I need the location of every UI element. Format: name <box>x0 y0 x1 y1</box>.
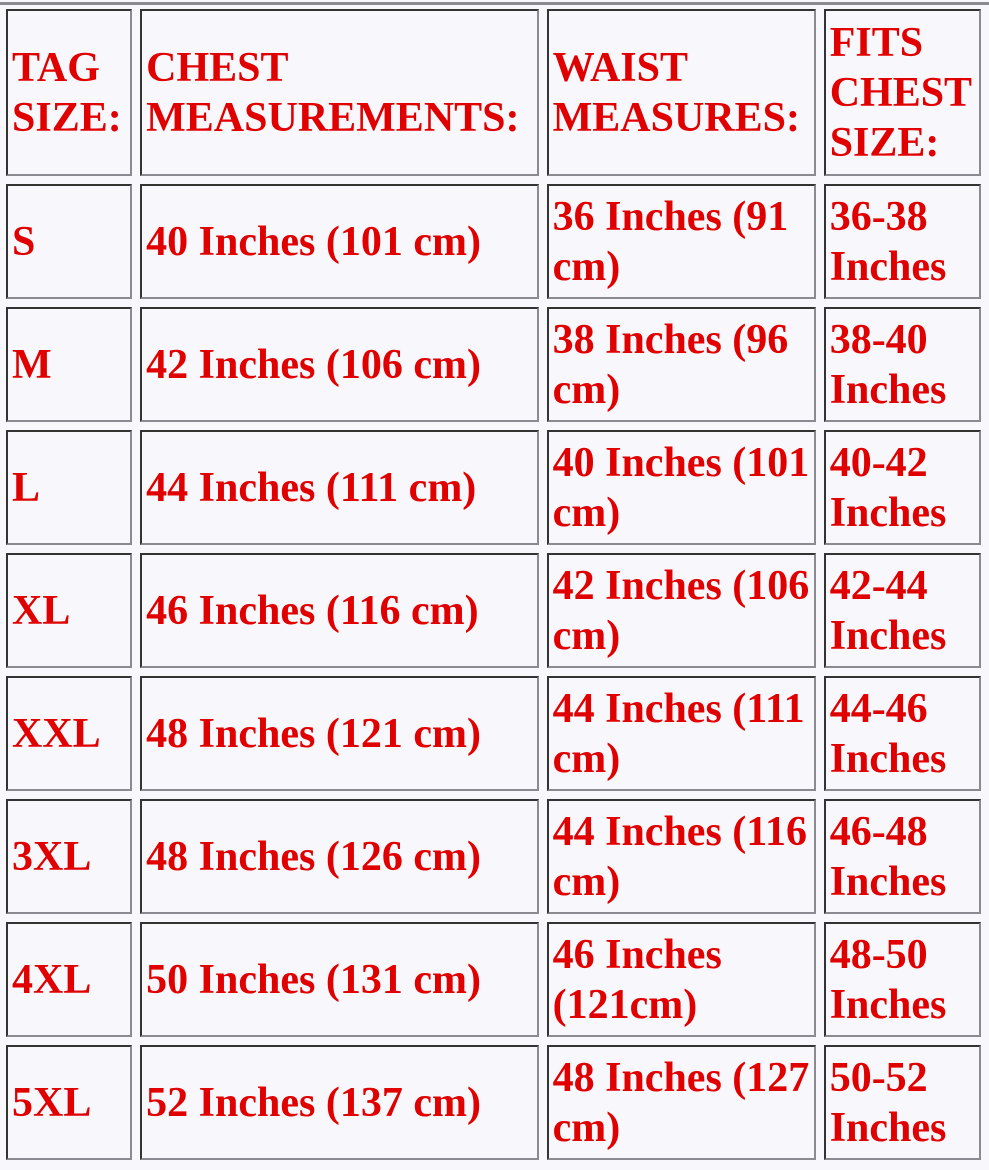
header-fits-chest: FITS CHEST SIZE: <box>823 9 981 176</box>
cell-tag-size: 3XL <box>6 799 133 914</box>
table-row: M 42 Inches (106 cm) 38 Inches (96 cm) 38-4… <box>6 307 981 422</box>
cell-fits-chest: 42-44 Inches <box>823 553 981 668</box>
cell-chest: 44 Inches (111 cm) <box>140 430 539 545</box>
cell-tag-size: M <box>6 307 133 422</box>
cell-fits-chest: 44-46 Inches <box>823 676 981 791</box>
table-row: XL 46 Inches (116 cm) 42 Inches (106 cm) 42… <box>6 553 981 668</box>
table-row: XXL 48 Inches (121 cm) 44 Inches (111 cm) 4… <box>6 676 981 791</box>
cell-chest: 42 Inches (106 cm) <box>140 307 539 422</box>
cell-chest: 52 Inches (137 cm) <box>140 1045 539 1160</box>
cell-tag-size: 5XL <box>6 1045 133 1160</box>
table-row: 4XL 50 Inches (131 cm) 46 Inches (121cm) 48… <box>6 922 981 1037</box>
cell-waist: 36 Inches (91 cm) <box>546 184 816 299</box>
header-waist: WAIST MEASURES: <box>546 9 816 176</box>
cell-waist: 42 Inches (106 cm) <box>546 553 816 668</box>
cell-tag-size: XXL <box>6 676 133 791</box>
cell-tag-size: L <box>6 430 133 545</box>
cell-chest: 46 Inches (116 cm) <box>140 553 539 668</box>
cell-chest: 48 Inches (121 cm) <box>140 676 539 791</box>
cell-fits-chest: 46-48 Inches <box>823 799 981 914</box>
header-chest: CHEST MEASUREMENTS: <box>140 9 539 176</box>
cell-tag-size: XL <box>6 553 133 668</box>
cell-tag-size: 4XL <box>6 922 133 1037</box>
table-row: 5XL 52 Inches (137 cm) 48 Inches (127 cm) 5… <box>6 1045 981 1160</box>
cell-waist: 40 Inches (101 cm) <box>546 430 816 545</box>
cell-waist: 44 Inches (116 cm) <box>546 799 816 914</box>
cell-waist: 46 Inches (121cm) <box>546 922 816 1037</box>
cell-waist: 44 Inches (111 cm) <box>546 676 816 791</box>
header-tag-size: TAG SIZE: <box>6 9 133 176</box>
cell-fits-chest: 36-38 Inches <box>823 184 981 299</box>
table-row: 3XL 48 Inches (126 cm) 44 Inches (116 cm) 4… <box>6 799 981 914</box>
cell-fits-chest: 38-40 Inches <box>823 307 981 422</box>
cell-fits-chest: 48-50 Inches <box>823 922 981 1037</box>
cell-chest: 48 Inches (126 cm) <box>140 799 539 914</box>
cell-fits-chest: 50-52 Inches <box>823 1045 981 1160</box>
table-row: S 40 Inches (101 cm) 36 Inches (91 cm) 36-3… <box>6 184 981 299</box>
cell-chest: 50 Inches (131 cm) <box>140 922 539 1037</box>
top-divider <box>0 2 989 5</box>
cell-fits-chest: 40-42 Inches <box>823 430 981 545</box>
header-row: TAG SIZE: CHEST MEASUREMENTS: WAIST MEASUR… <box>6 9 981 176</box>
cell-tag-size: S <box>6 184 133 299</box>
cell-chest: 40 Inches (101 cm) <box>140 184 539 299</box>
cell-waist: 48 Inches (127 cm) <box>546 1045 816 1160</box>
table-row: L 44 Inches (111 cm) 40 Inches (101 cm) 40-… <box>6 430 981 545</box>
cell-waist: 38 Inches (96 cm) <box>546 307 816 422</box>
